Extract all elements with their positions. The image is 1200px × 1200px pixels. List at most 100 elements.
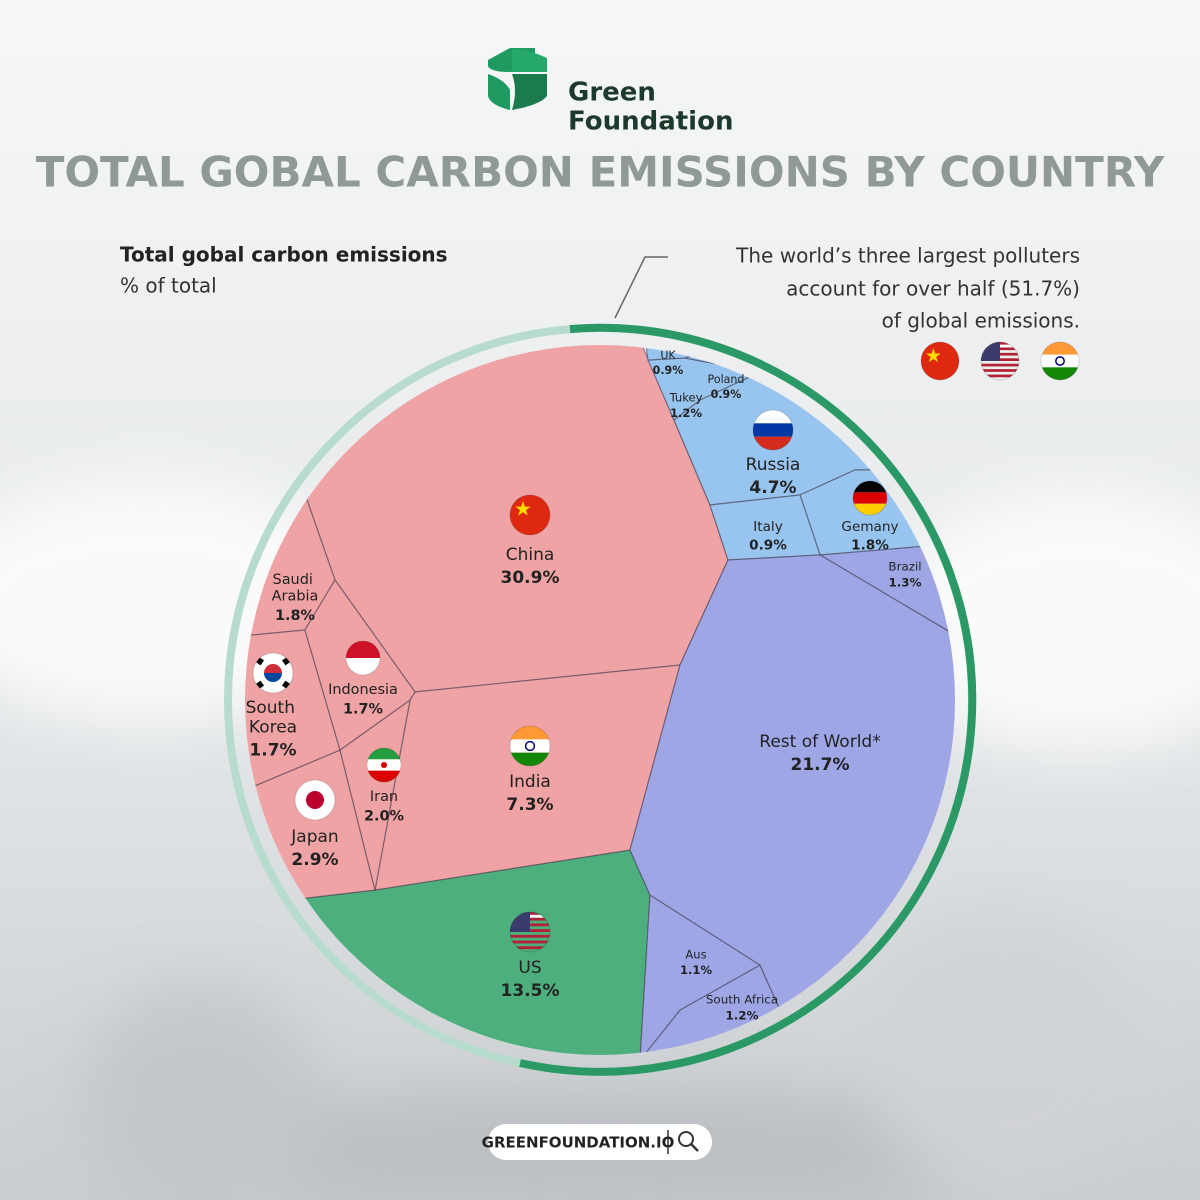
flag-part: [921, 342, 959, 380]
flag-border: [509, 911, 551, 953]
flag-part: [510, 739, 550, 753]
cell-name: Aus: [685, 948, 706, 962]
cell-value: 1.8%: [851, 537, 889, 553]
logo-emblem: [488, 48, 547, 110]
flag: [367, 748, 401, 782]
cell-value: 1.3%: [889, 576, 922, 590]
cell-value: 13.5%: [501, 981, 560, 1001]
flag-part: [264, 664, 282, 673]
flag-part: [510, 726, 550, 740]
chart-title: TOTAL GOBAL CARBON EMISSIONS BY COUNTRY: [36, 148, 1165, 197]
flag-star: ★: [925, 345, 942, 367]
flag-part: [753, 410, 793, 424]
flag-part: [1041, 342, 1079, 355]
flag-part: [853, 481, 887, 493]
flag-part: [981, 374, 1019, 378]
cell-name: Iran: [370, 789, 398, 805]
annotation: of global emissions.: [882, 309, 1080, 333]
flag-part: [346, 658, 380, 675]
flag: ★: [510, 495, 550, 535]
flag-part: [510, 752, 550, 766]
cell-name: Japan: [290, 827, 338, 847]
cell-value: 0.9%: [711, 388, 742, 401]
flag-part: [346, 641, 380, 658]
flag-border: [509, 494, 551, 536]
cell-name: Tukey: [669, 391, 703, 405]
flag: [510, 726, 550, 766]
flag: ★: [921, 342, 959, 380]
flag-border: [980, 341, 1020, 381]
flag: [753, 410, 793, 450]
flag-part: [510, 940, 550, 944]
flag-border: [1040, 341, 1080, 381]
flag-border: [752, 409, 794, 451]
flag-border: [294, 779, 336, 821]
annotation: The world’s three largest polluters: [735, 244, 1080, 268]
flag-part: [367, 770, 401, 782]
logo-text: Foundation: [568, 107, 733, 137]
cell-value: 2.9%: [291, 850, 338, 870]
annotation: account for over half (51.7%): [786, 277, 1080, 301]
flag-part: [753, 436, 793, 450]
leader-line: [614, 256, 668, 319]
flag-part: [753, 423, 793, 437]
cell-value: 21.7%: [791, 755, 850, 775]
footer-url: GREENFOUNDATION.IO: [482, 1134, 675, 1152]
logo-text: Green: [568, 78, 656, 108]
flag-part: [981, 363, 1019, 367]
flag-part: [264, 673, 282, 682]
flag-part: [981, 369, 1019, 372]
cell-value: 4.7%: [749, 478, 796, 498]
cell-name: Indonesia: [328, 682, 398, 698]
flag-border: [852, 480, 888, 516]
flag-border: [252, 652, 294, 694]
cell-value: 30.9%: [501, 568, 560, 588]
cell-name: UK: [660, 349, 676, 362]
flag-part: [306, 791, 324, 809]
cell-value: 1.7%: [343, 702, 383, 718]
flag-part: [524, 740, 536, 752]
flag-part: [1041, 367, 1079, 380]
flag-part: [853, 503, 887, 515]
cell-value: 1.8%: [275, 608, 315, 624]
cell-name: Poland: [708, 373, 745, 386]
cell-name: Gemany: [841, 519, 898, 535]
ring-highlight: [519, 323, 977, 1076]
cell-value: 1.2%: [670, 406, 702, 420]
cell-name: US: [518, 958, 541, 978]
cell-value: 1.7%: [249, 741, 296, 761]
flag-star: ★: [514, 497, 532, 521]
cell-name: Brazil: [888, 560, 921, 574]
cell-value: 0.9%: [653, 364, 684, 377]
flag-part: [367, 748, 401, 760]
flag-part: [1041, 354, 1079, 368]
cell-name: Saudi Arabia: [272, 572, 319, 605]
flag-part: [853, 492, 887, 504]
cell-name: Russia: [746, 455, 801, 475]
flag-border: [509, 725, 551, 767]
subtitle: Total gobal carbon emissions: [120, 243, 448, 267]
flag-part: [1055, 356, 1065, 366]
cell-value: 7.3%: [506, 795, 553, 815]
cell-value: 0.9%: [749, 537, 787, 553]
labels: ★ China 30.9% US 13.5% India 7.3% Russia 4.7% Jap…: [246, 349, 922, 1023]
cell-value: 1.2%: [726, 1009, 759, 1023]
cell-name: South Africa: [706, 993, 778, 1007]
flag-border: [345, 640, 381, 676]
footer-pill: [488, 1124, 712, 1160]
flag: [295, 780, 335, 820]
flag-border: [920, 341, 960, 381]
flag: [346, 641, 380, 675]
cell-name: China: [506, 545, 555, 565]
unit-label: % of total: [120, 274, 217, 298]
flag-part: [510, 946, 550, 950]
flag-border: [366, 747, 402, 783]
cell-name: South Korea: [246, 698, 301, 738]
flag-part: [380, 761, 388, 769]
cell-value: 1.1%: [680, 963, 712, 977]
cell-name: Italy: [753, 519, 783, 535]
flag-part: [510, 934, 550, 938]
cell: [245, 629, 341, 791]
cell-name: Rest of World*: [759, 732, 880, 752]
